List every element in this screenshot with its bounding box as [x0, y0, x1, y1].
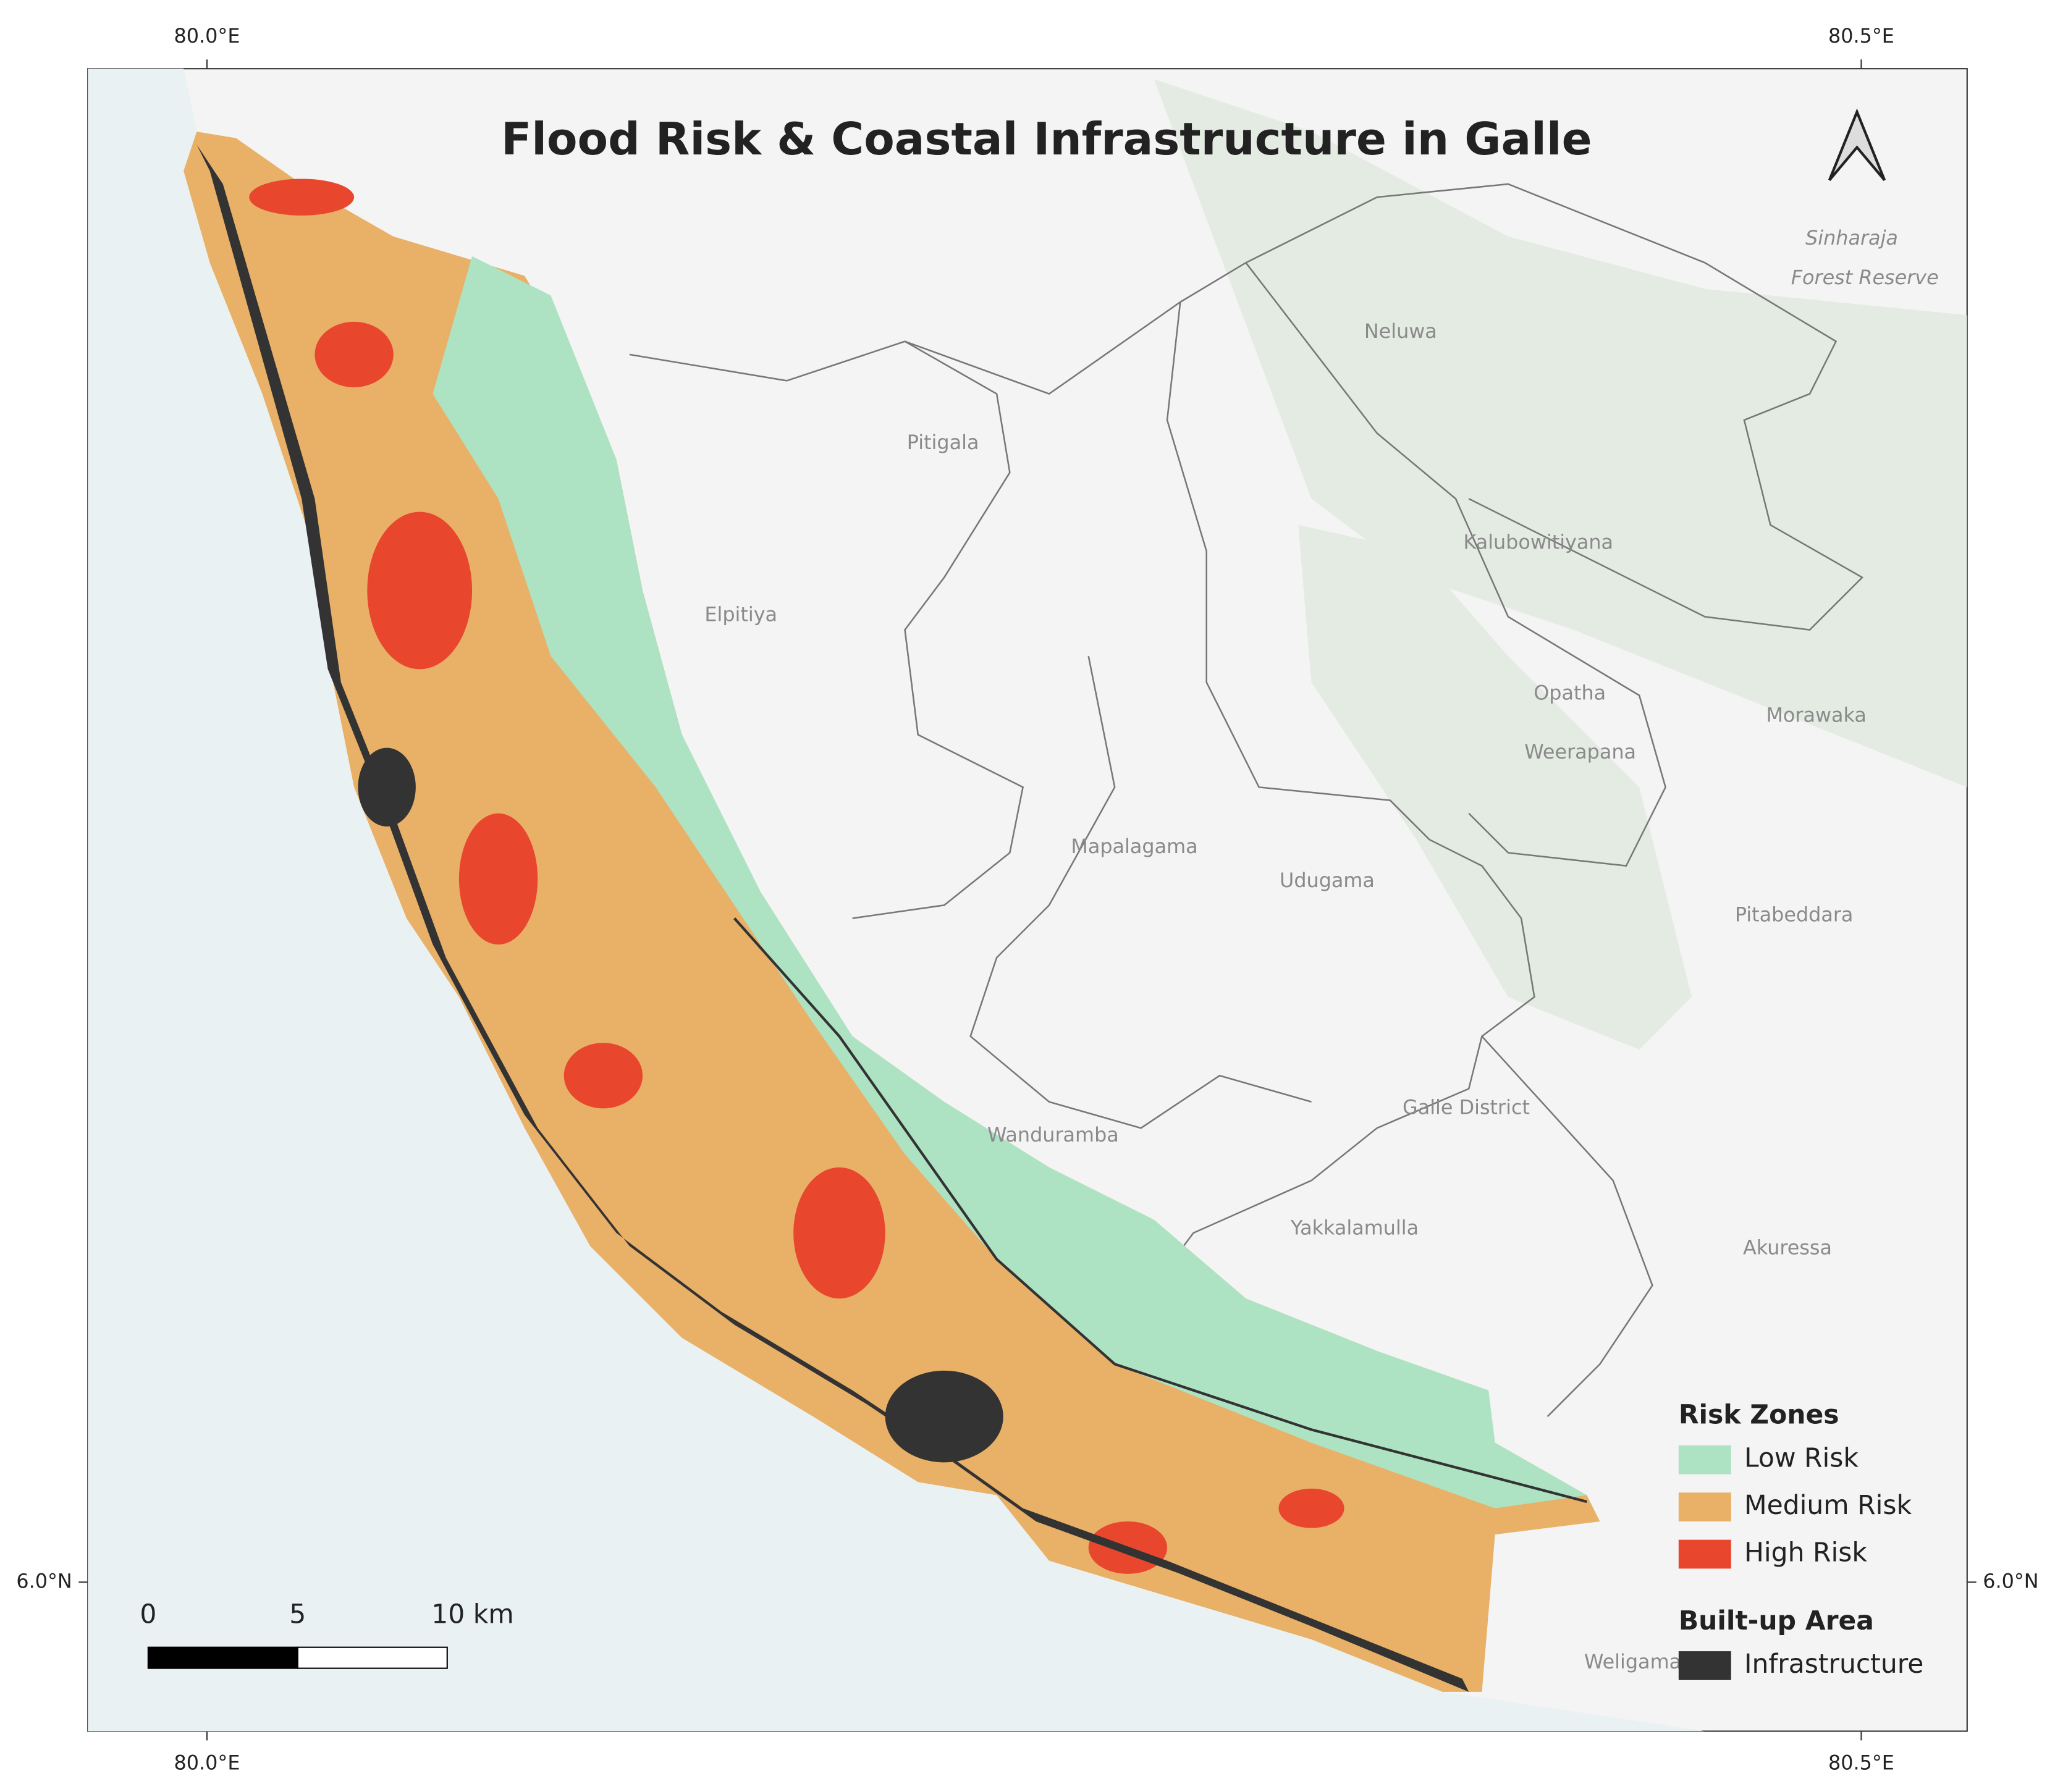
place-label: Elpitiya [704, 602, 777, 626]
low-risk-zone [433, 256, 1587, 1508]
place-label: Galle District [1403, 1095, 1530, 1119]
legend-swatch [1678, 1445, 1731, 1474]
legend-swatch [1678, 1539, 1731, 1569]
place-label: Yakkalamulla [1290, 1216, 1419, 1240]
map-title: Flood Risk & Coastal Infrastructure in G… [501, 114, 1592, 166]
place-label: Forest Reserve [1791, 266, 1939, 289]
legend-title: Risk Zones [1679, 1400, 1839, 1431]
forest-area [1154, 79, 1967, 1050]
place-label: Mapalagama [1071, 835, 1197, 858]
legend-label: Low Risk [1744, 1444, 1859, 1474]
legend-label: High Risk [1744, 1538, 1867, 1568]
place-label: Wanduramba [987, 1123, 1119, 1146]
place-label: Morawaka [1766, 704, 1866, 727]
place-label: Pitigala [907, 431, 979, 454]
place-label: Opatha [1534, 681, 1606, 705]
scale-segment [297, 1646, 448, 1669]
legend-swatch [1678, 1492, 1731, 1521]
place-label: Weligama [1584, 1650, 1681, 1673]
sea [88, 69, 1705, 1731]
scale-label: 5 [289, 1599, 306, 1630]
x-tick-label: 80.0°E [174, 1751, 240, 1775]
y-tick-label: 6.0°N [16, 1569, 72, 1592]
north-arrow [1828, 108, 1886, 181]
x-tick-label: 80.5°E [1828, 1751, 1894, 1775]
legend-swatch [1678, 1651, 1731, 1680]
infrastructure [196, 145, 1587, 1692]
scale-label: 10 km [431, 1599, 513, 1630]
place-label: Pitabeddara [1735, 902, 1854, 926]
scale-segment [147, 1646, 298, 1669]
district-boundaries [629, 183, 1864, 1418]
scale-label: 0 [140, 1599, 156, 1630]
x-tick-label: 80.5°E [1828, 24, 1894, 48]
place-label: Neluwa [1364, 319, 1437, 343]
legend-label: Medium Risk [1744, 1491, 1912, 1521]
place-label: Sinharaja [1805, 226, 1898, 250]
y-tick-label: 6.0°N [1983, 1569, 2038, 1592]
legend-label: Infrastructure [1744, 1649, 1923, 1680]
place-label: Akuressa [1743, 1235, 1832, 1259]
place-label: Kalubowitiyana [1463, 531, 1613, 554]
place-label: Weerapana [1524, 740, 1636, 763]
legend-title: Built-up Area [1679, 1606, 1874, 1636]
x-tick-label: 80.0°E [174, 24, 240, 48]
place-label: Udugama [1280, 869, 1375, 892]
